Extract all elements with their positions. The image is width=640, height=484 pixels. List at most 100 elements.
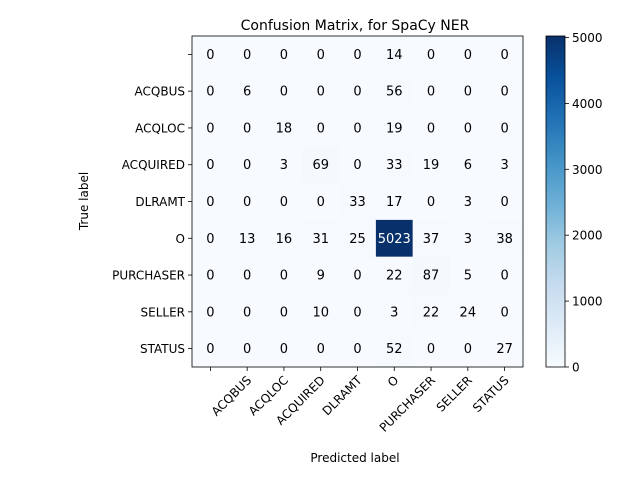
cell-value-label: 3 xyxy=(464,195,472,210)
y-tick-label: ACQBUS xyxy=(135,85,185,99)
heatmap-cell xyxy=(339,36,377,74)
cell-value-label: 0 xyxy=(353,305,361,320)
heatmap-cell xyxy=(228,109,266,147)
heatmap-cell xyxy=(339,219,377,257)
cell-value-label: 0 xyxy=(427,342,435,357)
heatmap-cell xyxy=(375,330,413,368)
cell-value-label: 0 xyxy=(243,305,251,320)
heatmap-cell xyxy=(192,72,230,110)
cell-value-label: 33 xyxy=(386,158,403,173)
cell-value-label: 14 xyxy=(386,48,403,63)
heatmap-cell xyxy=(339,146,377,184)
heatmap-cells xyxy=(191,35,524,368)
heatmap-cell xyxy=(302,330,340,368)
heatmap-cell xyxy=(339,293,377,331)
heatmap-cell xyxy=(265,183,303,221)
cell-value-label: 0 xyxy=(206,195,214,210)
cell-value-label: 3 xyxy=(390,305,398,320)
cell-value-label: 0 xyxy=(280,85,288,100)
heatmap-cell xyxy=(412,219,450,257)
colorbar xyxy=(545,35,566,368)
heatmap-cell xyxy=(375,293,413,331)
colorbar-tick-label: 4000 xyxy=(572,97,603,111)
heatmap-cell xyxy=(302,109,340,147)
heatmap-cell xyxy=(302,293,340,331)
heatmap-cell xyxy=(375,183,413,221)
cell-value-label: 0 xyxy=(206,232,214,247)
y-tick-label: ACQLOC xyxy=(135,121,185,135)
y-tick-label: ACQUIRED xyxy=(122,158,185,172)
heatmap-cell xyxy=(228,36,266,74)
cell-value-label: 0 xyxy=(317,195,325,210)
heatmap-cell xyxy=(265,72,303,110)
cell-value-label: 9 xyxy=(317,269,325,284)
heatmap-cell xyxy=(486,146,524,184)
cell-value-label: 0 xyxy=(427,195,435,210)
heatmap-cell xyxy=(265,293,303,331)
heatmap-cell xyxy=(228,146,266,184)
cell-value-label: 0 xyxy=(353,158,361,173)
cell-value-label: 0 xyxy=(500,195,508,210)
cell-value-label: 0 xyxy=(280,48,288,63)
colorbar-tick-label: 0 xyxy=(572,361,580,375)
heatmap-cell xyxy=(302,72,340,110)
colorbar-tick-label: 5000 xyxy=(572,31,603,45)
y-axis-label: True label xyxy=(77,172,91,231)
heatmap-cell xyxy=(265,109,303,147)
heatmap-cell xyxy=(302,219,340,257)
heatmap-cell xyxy=(265,219,303,257)
cell-value-label: 69 xyxy=(312,158,329,173)
colorbar-ticks: 0 1000 2000 3000 4000 5000 xyxy=(565,31,603,375)
y-tick-label: SELLER xyxy=(141,305,186,319)
cell-value-label: 0 xyxy=(500,48,508,63)
heatmap-cell xyxy=(375,36,413,74)
heatmap-cell xyxy=(228,330,266,368)
cell-value-label: 0 xyxy=(317,85,325,100)
y-tick-label: STATUS xyxy=(140,342,185,356)
heatmap-cell xyxy=(449,72,487,110)
heatmap-cell xyxy=(375,256,413,294)
cell-value-label: 56 xyxy=(386,85,403,100)
cell-value-label: 3 xyxy=(500,158,508,173)
x-tick-label: DLRAMT xyxy=(320,373,365,418)
cell-value-label: 0 xyxy=(317,121,325,136)
colorbar-tick-label: 1000 xyxy=(572,295,603,309)
y-tick-label: PURCHASER xyxy=(112,269,185,283)
cell-value-label: 13 xyxy=(239,232,256,247)
heatmap-cell xyxy=(192,109,230,147)
cell-value-label: 3 xyxy=(464,232,472,247)
x-tick-label: SELLER xyxy=(434,373,475,414)
heatmap-cell xyxy=(449,256,487,294)
heatmap-cell xyxy=(449,146,487,184)
heatmap-cell xyxy=(192,219,230,257)
heatmap-cell xyxy=(486,109,524,147)
cell-value-label: 0 xyxy=(500,121,508,136)
cell-value-label: 38 xyxy=(496,232,513,247)
heatmap-cell xyxy=(486,183,524,221)
cell-value-label: 22 xyxy=(386,269,403,284)
cell-value-label: 27 xyxy=(496,342,513,357)
cell-value-label: 18 xyxy=(276,121,293,136)
heatmap-cell xyxy=(192,36,230,74)
cell-value-label: 3 xyxy=(280,158,288,173)
x-tick-label: PURCHASER xyxy=(377,373,438,434)
heatmap-cell xyxy=(265,36,303,74)
chart-title: Confusion Matrix, for SpaCy NER xyxy=(241,18,470,34)
heatmap-cell xyxy=(449,109,487,147)
cell-value-label: 0 xyxy=(427,48,435,63)
cell-value-label: 22 xyxy=(423,305,440,320)
heatmap-cell xyxy=(339,330,377,368)
heatmap-cell xyxy=(265,330,303,368)
cell-value-label: 0 xyxy=(500,305,508,320)
heatmap-cell xyxy=(228,183,266,221)
heatmap-cell xyxy=(302,146,340,184)
heatmap-cell xyxy=(339,256,377,294)
heatmap-cell xyxy=(302,256,340,294)
heatmap-cell xyxy=(412,146,450,184)
heatmap-cell xyxy=(412,183,450,221)
cell-value-label: 0 xyxy=(206,269,214,284)
heatmap-cell xyxy=(449,183,487,221)
cell-value-label: 33 xyxy=(349,195,366,210)
